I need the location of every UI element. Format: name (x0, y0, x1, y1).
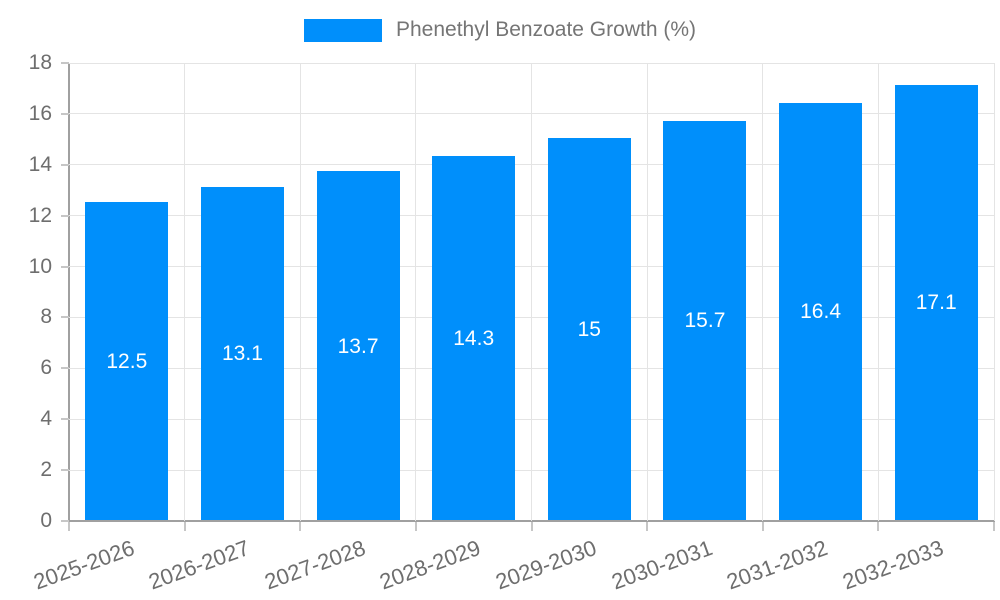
y-tick-label: 4 (40, 407, 52, 431)
gridline-v (762, 63, 764, 521)
y-tick-label: 18 (28, 51, 52, 74)
x-tick (68, 522, 70, 531)
bar[interactable] (200, 186, 284, 520)
bar[interactable] (547, 138, 631, 520)
gridline-v (415, 63, 417, 521)
bar-value-label: 15 (577, 318, 601, 342)
y-tick (61, 265, 69, 268)
bar-value-label: 16.4 (800, 300, 841, 324)
x-tick-label: 2031-2032 (723, 535, 832, 595)
bar[interactable] (85, 201, 169, 520)
bar[interactable] (316, 171, 400, 520)
x-tick-label: 2029-2030 (492, 535, 600, 595)
x-tick-label: 2032-2033 (839, 535, 947, 595)
y-tick (61, 469, 69, 472)
x-tick (530, 522, 533, 531)
legend-item[interactable]: Phenethyl Benzoate Growth (%) (0, 18, 1000, 42)
legend-label: Phenethyl Benzoate Growth (%) (396, 18, 696, 41)
bar-value-label: 12.5 (106, 349, 148, 373)
y-tick-label: 8 (40, 305, 52, 329)
plot-area: 12.5 13.1 13.7 14.3 15 15.7 16.4 17.1 (68, 62, 995, 522)
x-tick (993, 522, 995, 531)
x-tick (877, 522, 880, 531)
y-tick-label: 10 (28, 254, 52, 278)
bar-value-label: 14.3 (453, 327, 495, 351)
y-tick-label: 16 (28, 101, 52, 125)
bar-value-label: 15.7 (684, 309, 726, 333)
x-tick-label: 2027-2028 (261, 535, 369, 595)
x-tick (299, 522, 302, 531)
x-tick-label: 2030-2031 (608, 535, 716, 595)
x-axis-line (68, 520, 995, 522)
x-tick-label: 2026-2027 (145, 535, 253, 595)
x-tick-label: 2028-2029 (376, 535, 485, 595)
y-tick (61, 520, 69, 522)
x-tick (414, 522, 417, 531)
bar-value-label: 17.1 (915, 291, 957, 315)
bar[interactable] (779, 102, 863, 520)
x-tick (183, 522, 186, 531)
y-tick (61, 163, 69, 166)
y-tick (61, 316, 69, 319)
y-tick-label: 6 (40, 356, 52, 380)
bar[interactable] (894, 84, 978, 520)
gridline-v (299, 63, 301, 521)
y-tick-label: 0 (40, 509, 52, 532)
legend-swatch (304, 18, 382, 42)
y-tick (61, 418, 69, 421)
x-tick-label: 2025-2026 (29, 535, 138, 595)
bar-value-label: 13.1 (222, 342, 263, 366)
x-tick (646, 522, 649, 531)
gridline-v (184, 63, 186, 521)
gridline-v (877, 63, 879, 521)
y-axis-line (68, 63, 70, 521)
y-tick (61, 112, 69, 115)
bar-value-label: 13.7 (337, 334, 379, 358)
x-tick (761, 522, 764, 531)
bar[interactable] (663, 120, 747, 520)
y-tick (61, 62, 69, 64)
gridline-v (531, 63, 532, 521)
y-tick-label: 12 (28, 203, 52, 227)
y-tick-label: 2 (40, 458, 52, 482)
y-tick (61, 367, 69, 370)
gridline-v (646, 63, 648, 521)
bar[interactable] (432, 156, 516, 520)
y-tick (61, 214, 69, 217)
y-tick-label: 14 (28, 152, 52, 176)
gridline-v (993, 63, 995, 521)
